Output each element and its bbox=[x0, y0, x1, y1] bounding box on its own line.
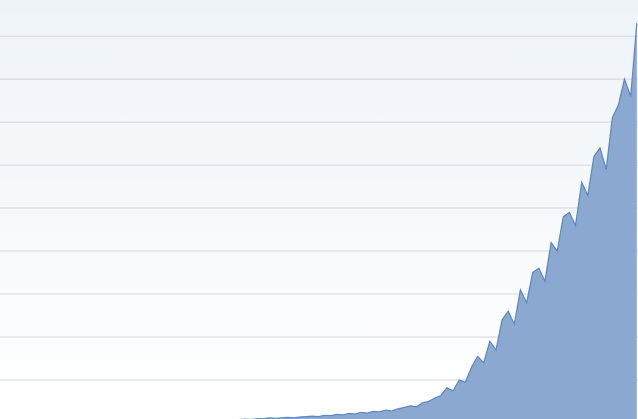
area-line bbox=[238, 23, 638, 419]
area-fill bbox=[255, 23, 637, 419]
